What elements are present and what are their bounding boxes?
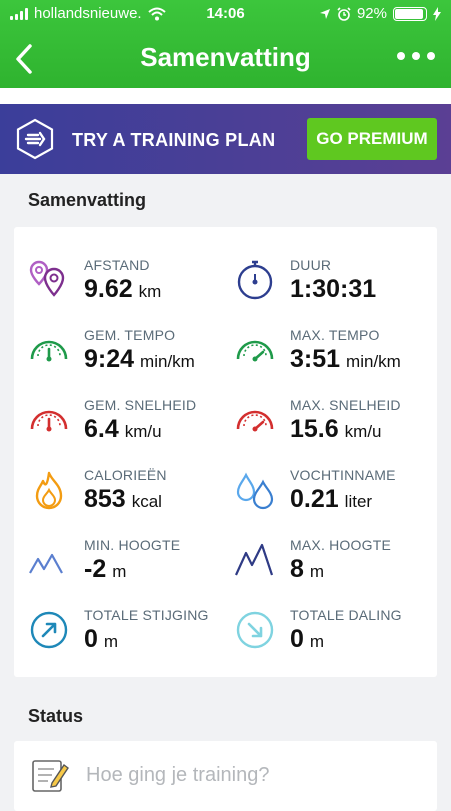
location-pins-icon (29, 260, 65, 297)
signal-icon (10, 7, 28, 20)
stat-max-pace: MAX. TEMPO 3:51 min/km (234, 327, 434, 387)
page-title: Samenvatting (140, 42, 311, 72)
stat-label: MAX. SNELHEID (290, 397, 401, 413)
stat-label: GEM. SNELHEID (84, 397, 197, 413)
stat-label: AFSTAND (84, 257, 150, 273)
stat-avg-speed: GEM. SNELHEID 6.4 km/u (28, 397, 228, 457)
stat-value: 9.62 km (84, 275, 162, 303)
stat-label: VOCHTINNAME (290, 467, 396, 483)
stat-value: 9:24 min/km (84, 345, 195, 373)
stat-label: MAX. TEMPO (290, 327, 380, 343)
stat-hydration: VOCHTINNAME 0.21 liter (234, 467, 434, 527)
premium-banner[interactable]: TRY A TRAINING PLAN GO PREMIUM (0, 104, 451, 174)
stat-label: MIN. HOOGTE (84, 537, 181, 553)
speedometer-icon (30, 340, 68, 362)
stat-duration: DUUR 1:30:31 (234, 257, 434, 317)
stat-distance: AFSTAND 9.62 km (28, 257, 228, 317)
status-input[interactable] (84, 763, 418, 788)
status-card (14, 741, 437, 811)
alarm-icon (337, 6, 351, 21)
stopwatch-icon (237, 260, 273, 300)
flame-icon (35, 471, 63, 510)
summary-card: AFSTAND 9.62 km DUUR 1:30:31 GEM. TEMPO 9… (14, 227, 437, 677)
stat-value: 0.21 liter (290, 485, 373, 513)
mountain-low-icon (29, 553, 63, 574)
speedometer-icon (30, 410, 68, 432)
stat-label: TOTALE STIJGING (84, 607, 209, 623)
stat-label: MAX. HOOGTE (290, 537, 391, 553)
stat-label: TOTALE DALING (290, 607, 402, 623)
location-arrow-icon (319, 8, 330, 19)
stat-value: 15.6 km/u (290, 415, 382, 443)
descent-arrow-icon (236, 611, 274, 649)
battery-icon (393, 6, 427, 21)
carrier-name: hollandsnieuwe. (34, 5, 142, 22)
note-pencil-icon (32, 760, 69, 792)
stat-value: 6.4 km/u (84, 415, 162, 443)
battery-percent: 92% (356, 5, 387, 22)
summary-section-title: Samenvatting (28, 190, 147, 210)
status-section-title: Status (28, 706, 84, 726)
back-arrow-icon[interactable] (10, 40, 40, 78)
stat-max-speed: MAX. SNELHEID 15.6 km/u (234, 397, 434, 457)
stat-value: -2 m (84, 555, 127, 583)
wifi-icon (147, 7, 166, 20)
stat-label: CALORIEËN (84, 467, 167, 483)
training-plan-icon (16, 118, 54, 160)
status-bar: hollandsnieuwe. 14:06 92% (0, 0, 451, 30)
ascent-arrow-icon (30, 611, 68, 649)
charging-icon (433, 6, 441, 21)
stat-label: DUUR (290, 257, 332, 273)
water-drops-icon (236, 472, 274, 510)
banner-text: TRY A TRAINING PLAN (72, 130, 276, 150)
divider (0, 88, 451, 104)
go-premium-button[interactable]: GO PREMIUM (307, 118, 437, 160)
stat-value: 3:51 min/km (290, 345, 401, 373)
top-bar: hollandsnieuwe. 14:06 92% Samenvatting (0, 0, 451, 88)
stat-calories: CALORIEËN 853 kcal (28, 467, 228, 527)
status-time: 14:06 (206, 5, 245, 22)
speedometer-high-icon (236, 340, 274, 362)
navigation-bar: Samenvatting (0, 30, 451, 88)
stat-label: GEM. TEMPO (84, 327, 176, 343)
stat-min-altitude: MIN. HOOGTE -2 m (28, 537, 228, 597)
mountain-high-icon (234, 543, 274, 576)
stat-avg-pace: GEM. TEMPO 9:24 min/km (28, 327, 228, 387)
more-options-icon[interactable] (397, 52, 435, 60)
stat-value: 853 kcal (84, 485, 162, 513)
speedometer-high-icon (236, 410, 274, 432)
stat-value: 1:30:31 (290, 275, 377, 303)
